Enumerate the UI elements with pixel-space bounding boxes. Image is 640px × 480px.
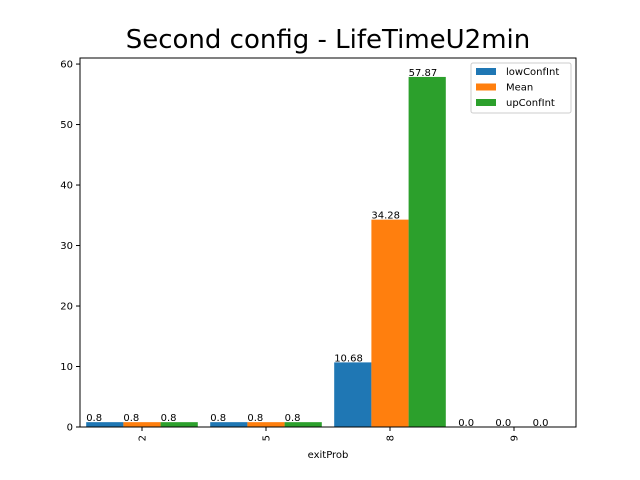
y-tick-label: 20 [60, 302, 73, 313]
bar-upConfInt-8 [408, 76, 446, 428]
legend: lowConfInt Mean upConfInt [470, 62, 572, 114]
legend-swatch-lowConfInt [476, 68, 496, 75]
bar-Mean-5 [247, 422, 285, 427]
bar-lowConfInt-5 [210, 422, 248, 427]
y-tick-label: 30 [60, 241, 73, 252]
data-label-Mean-8: 34.28 [371, 211, 400, 222]
data-label-lowConfInt-5: 0.8 [210, 413, 226, 424]
data-labels-group: 0.8 0.8 10.68 0.0 0.8 0.8 34.28 0.0 0.8 0.8 57.87 0… [86, 68, 548, 429]
data-label-upConfInt-8: 57.87 [409, 68, 438, 79]
y-tick-label: 10 [60, 362, 73, 373]
x-tick-label: 9 [510, 435, 521, 441]
x-axis: 2 5 8 9 [138, 427, 521, 441]
legend-label-Mean: Mean [506, 83, 533, 94]
legend-swatch-Mean [476, 83, 496, 91]
data-label-lowConfInt-2: 0.8 [86, 413, 102, 424]
chart-title: Second config - LifeTimeU2min [126, 25, 531, 55]
y-axis: 0 10 20 30 40 50 60 [60, 60, 80, 434]
legend-swatch-upConfInt [476, 99, 496, 106]
plot-frame [79, 57, 577, 428]
bar-Mean-2 [123, 422, 161, 427]
data-label-upConfInt-5: 0.8 [285, 413, 301, 424]
y-tick-label: 60 [60, 60, 73, 71]
y-tick-label: 40 [60, 181, 73, 192]
data-label-Mean-5: 0.8 [247, 413, 263, 424]
bars-group [86, 76, 446, 428]
x-axis-label: exitProb [308, 450, 349, 461]
x-tick-label: 5 [262, 435, 273, 441]
bar-upConfInt-2 [160, 422, 198, 427]
legend-label-upConfInt: upConfInt [506, 98, 555, 109]
data-label-upConfInt-9: 0.0 [533, 418, 549, 429]
data-label-lowConfInt-9: 0.0 [458, 418, 474, 429]
data-label-upConfInt-2: 0.8 [161, 413, 177, 424]
data-label-Mean-9: 0.0 [495, 418, 511, 429]
bar-lowConfInt-2 [86, 422, 124, 427]
bar-lowConfInt-8 [334, 362, 372, 427]
y-tick-label: 50 [60, 120, 73, 131]
bar-upConfInt-5 [284, 422, 322, 427]
y-tick-label: 0 [67, 423, 73, 434]
x-tick-label: 8 [386, 435, 397, 441]
legend-label-lowConfInt: lowConfInt [506, 67, 559, 78]
data-label-lowConfInt-8: 10.68 [334, 353, 363, 364]
x-tick-label: 2 [138, 435, 149, 441]
data-label-Mean-2: 0.8 [123, 413, 139, 424]
bar-Mean-8 [371, 219, 409, 427]
